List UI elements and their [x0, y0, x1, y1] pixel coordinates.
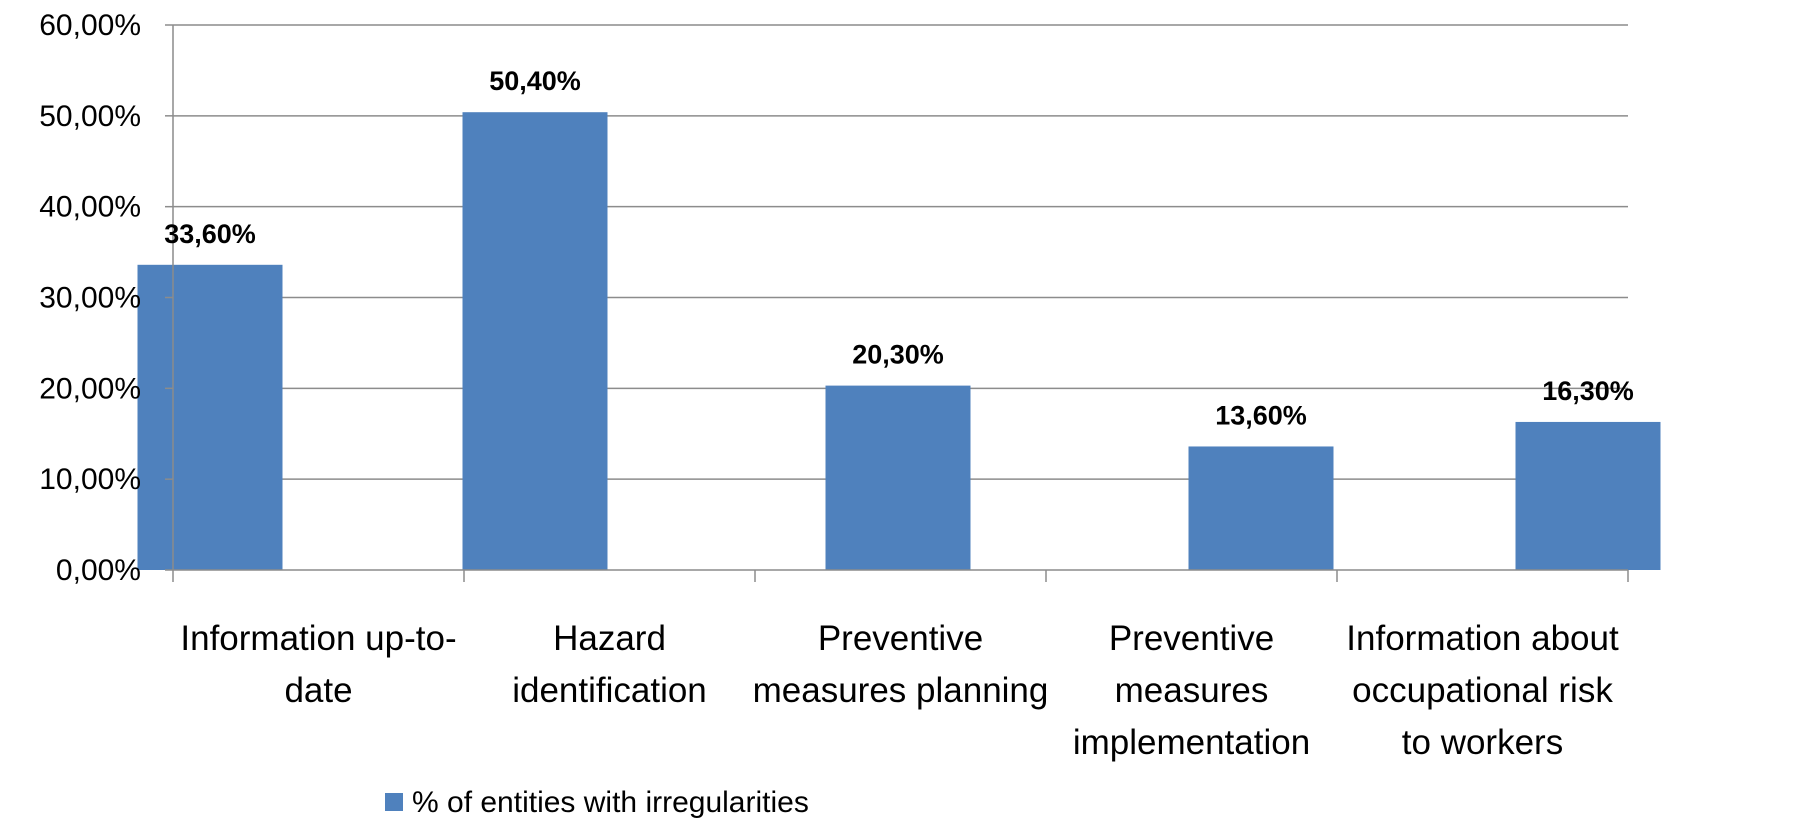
x-category-label-line: date: [284, 671, 352, 710]
data-label: 13,60%: [1215, 400, 1307, 430]
legend-swatch: [385, 793, 403, 811]
bar: [462, 112, 608, 570]
y-tick-label: 40,00%: [39, 191, 141, 224]
legend: % of entities with irregularities: [385, 786, 809, 819]
x-category-label-line: Preventive: [818, 619, 983, 658]
x-category-label-line: Information up-to-: [180, 619, 456, 658]
x-category-label-line: identification: [512, 671, 707, 710]
x-category-label: Hazard identification: [512, 619, 707, 710]
x-category-label-line: to workers: [1402, 723, 1563, 762]
x-category-label: Information about occupational risk to wor…: [1346, 619, 1619, 762]
x-category-label-line: Preventive: [1109, 619, 1274, 658]
data-label: 16,30%: [1542, 376, 1634, 406]
y-tick-label: 50,00%: [39, 100, 141, 133]
x-category-label-line: measures planning: [753, 671, 1049, 710]
y-tick-labels: 0,00% 10,00% 20,00% 30,00% 40,00% 50,00% 60,00…: [39, 9, 141, 587]
bar: [1188, 446, 1334, 570]
x-category-label-line: occupational risk: [1352, 671, 1613, 710]
bar: [1515, 421, 1661, 570]
gridlines: [173, 24, 1628, 480]
bars: [137, 112, 1661, 570]
x-category-labels: Information up-to-date Hazard identificati…: [180, 619, 1619, 762]
y-tick-label: 10,00%: [39, 463, 141, 496]
data-label: 50,40%: [489, 66, 581, 96]
x-category-label-line: implementation: [1073, 723, 1310, 762]
x-category-label-line: Information about: [1346, 619, 1619, 658]
x-category-label: Preventive measures implementation: [1073, 619, 1310, 762]
axes: [165, 24, 1629, 582]
data-labels: 33,60% 50,40% 20,30% 13,60% 16,30%: [164, 66, 1634, 430]
bar: [825, 385, 971, 570]
x-category-label: Information up-to-date: [180, 619, 456, 710]
x-category-label-line: Hazard: [553, 619, 666, 658]
y-tick-label: 0,00%: [56, 554, 141, 587]
y-tick-label: 60,00%: [39, 9, 141, 42]
y-tick-label: 30,00%: [39, 282, 141, 315]
x-category-label-line: measures: [1115, 671, 1269, 710]
y-tick-label: 20,00%: [39, 372, 141, 405]
data-label: 20,30%: [852, 340, 944, 370]
x-category-label: Preventive measures planning: [753, 619, 1049, 710]
bar: [137, 264, 283, 570]
data-label: 33,60%: [164, 219, 256, 249]
legend-label: % of entities with irregularities: [412, 786, 809, 819]
